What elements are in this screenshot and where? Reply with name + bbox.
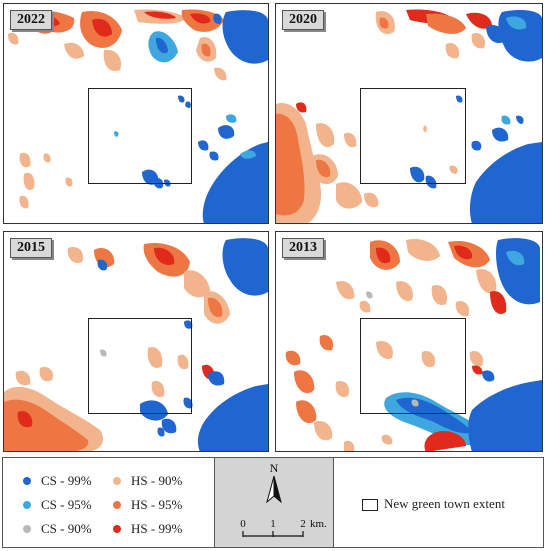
legend-item-hs90: HS - 90%	[113, 472, 182, 489]
legend-north-scale: N 0 1 2 km.	[214, 458, 334, 547]
year-label-2015: 2015	[10, 238, 52, 258]
north-label: N	[270, 461, 279, 475]
scale-unit: km.	[310, 518, 327, 530]
hotspot-map-2022	[8, 9, 268, 223]
hotspot-map-2015	[4, 238, 268, 451]
green-town-extent-2020	[360, 88, 466, 184]
legend-swatch-hs99	[113, 525, 121, 534]
green-town-extent-2015	[88, 318, 192, 414]
legend-extent: New green town extent	[332, 458, 543, 547]
legend-swatch-hs90	[113, 477, 121, 486]
north-arrow-icon	[266, 475, 282, 504]
year-label-2022: 2022	[10, 10, 52, 30]
year-label-2020: 2020	[282, 10, 324, 30]
legend-item-cs90: CS - 90%	[23, 520, 92, 537]
map-legend: CS - 99% CS - 95% CS - 90% HS - 90% HS -…	[2, 457, 544, 548]
legend-item-hs95: HS - 95%	[113, 496, 182, 513]
legend-swatch-cs95	[23, 501, 31, 510]
north-arrow-scale-graphic: N 0 1 2 km.	[240, 461, 327, 537]
map-panel-2015: 2015	[3, 231, 269, 452]
legend-swatch-cs90	[23, 525, 31, 534]
legend-item-cs95: CS - 95%	[23, 496, 92, 513]
scale-tick-2: 2	[300, 518, 306, 530]
legend-item-hs99: HS - 99%	[113, 520, 182, 537]
scale-tick-1: 1	[270, 518, 276, 530]
scale-tick-0: 0	[240, 518, 246, 530]
green-town-extent-2022	[88, 88, 192, 184]
extent-swatch	[362, 499, 378, 511]
legend-significance-classes: CS - 99% CS - 95% CS - 90% HS - 90% HS -…	[3, 458, 214, 547]
map-panel-2013: 2013	[275, 231, 543, 452]
hotspot-map-2020	[276, 9, 542, 223]
extent-label: New green town extent	[384, 496, 505, 511]
legend-swatch-cs99	[23, 477, 31, 486]
scale-bar	[242, 531, 304, 537]
hotspot-map-2013	[285, 238, 542, 451]
map-panel-2022: 2022	[3, 3, 269, 224]
year-label-2013: 2013	[282, 238, 324, 258]
legend-item-cs99: CS - 99%	[23, 472, 92, 489]
legend-swatch-hs95	[113, 501, 121, 510]
green-town-extent-2013	[360, 318, 466, 414]
map-panel-2020: 2020	[275, 3, 543, 224]
